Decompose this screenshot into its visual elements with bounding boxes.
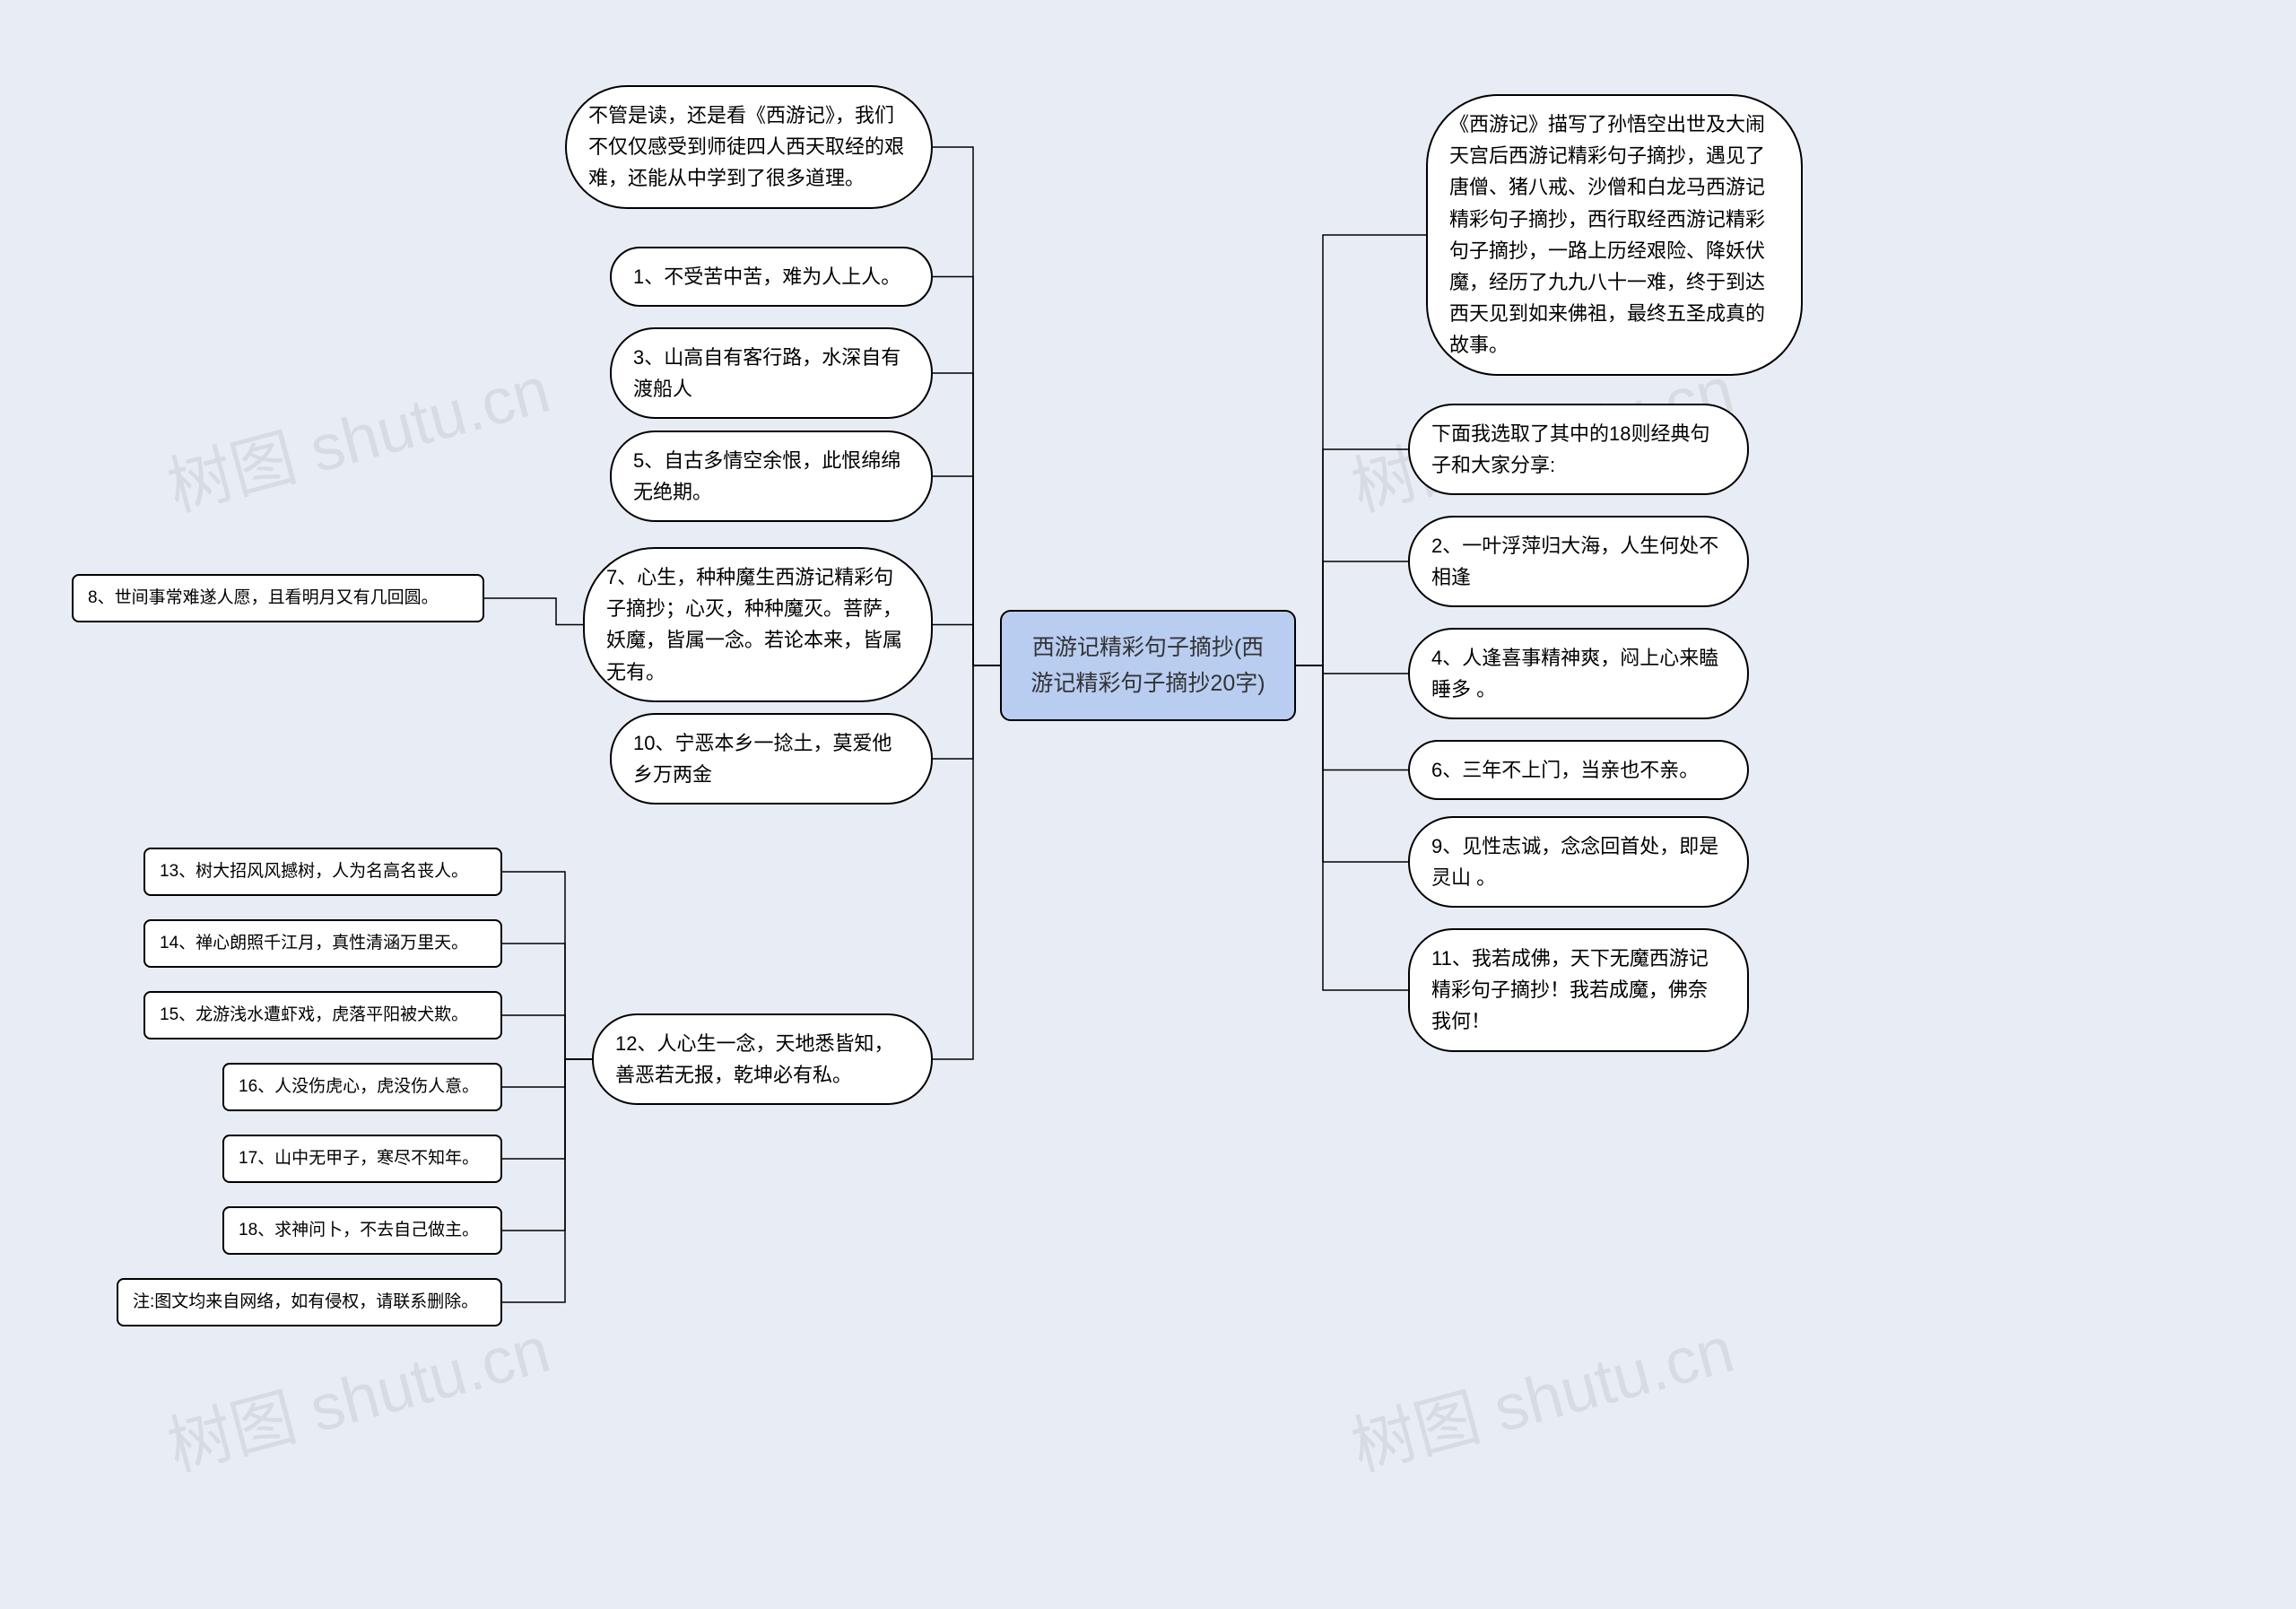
- left-node-L1: 1、不受苦中苦，难为人上人。: [610, 247, 933, 307]
- left-node-L8: 8、世间事常难遂人愿，且看明月又有几回圆。: [72, 574, 484, 622]
- right-node-R6: 6、三年不上门，当亲也不亲。: [1408, 740, 1749, 800]
- right-node-R9: 9、见性志诚，念念回首处，即是灵山 。: [1408, 816, 1749, 908]
- connector-layer: [0, 0, 2296, 1609]
- left-node-L7: 7、心生，种种魔生西游记精彩句子摘抄；心灭，种种魔灭。菩萨，妖魔，皆属一念。若论…: [583, 547, 933, 702]
- left-node-L17: 17、山中无甲子，寒尽不知年。: [222, 1135, 502, 1183]
- right-node-R11: 11、我若成佛，天下无魔西游记精彩句子摘抄！我若成魔，佛奈我何！: [1408, 928, 1749, 1052]
- right-node-Rshare: 下面我选取了其中的18则经典句子和大家分享:: [1408, 404, 1749, 495]
- watermark: 树图 shutu.cn: [1340, 1296, 1743, 1488]
- watermark: 树图 shutu.cn: [156, 336, 559, 528]
- left-node-L12: 12、人心生一念，天地悉皆知，善恶若无报，乾坤必有私。: [592, 1013, 933, 1105]
- center-node: 西游记精彩句子摘抄(西游记精彩句子摘抄20字): [1000, 610, 1296, 721]
- left-node-L10: 10、宁恶本乡一捻土，莫爱他乡万两金: [610, 713, 933, 804]
- left-node-L5: 5、自古多情空余恨，此恨绵绵无绝期。: [610, 431, 933, 522]
- left-node-L14: 14、禅心朗照千江月，真性清涵万里天。: [144, 919, 502, 968]
- right-node-R4: 4、人逢喜事精神爽，闷上心来瞌睡多 。: [1408, 628, 1749, 719]
- left-node-L0: 不管是读，还是看《西游记》，我们不仅仅感受到师徒四人西天取经的艰难，还能从中学到…: [565, 85, 933, 209]
- left-node-L18: 18、求神问卜，不去自己做主。: [222, 1206, 502, 1255]
- left-node-L16: 16、人没伤虎心，虎没伤人意。: [222, 1063, 502, 1111]
- right-node-R0: 《西游记》描写了孙悟空出世及大闹天宫后西游记精彩句子摘抄，遇见了唐僧、猪八戒、沙…: [1426, 94, 1803, 376]
- left-node-L3: 3、山高自有客行路，水深自有渡船人: [610, 327, 933, 419]
- left-node-L15: 15、龙游浅水遭虾戏，虎落平阳被犬欺。: [144, 991, 502, 1039]
- left-node-Lnote: 注:图文均来自网络，如有侵权，请联系删除。: [117, 1278, 502, 1326]
- right-node-R2: 2、一叶浮萍归大海，人生何处不相逢: [1408, 516, 1749, 607]
- left-node-L13: 13、树大招风风撼树，人为名高名丧人。: [144, 848, 502, 896]
